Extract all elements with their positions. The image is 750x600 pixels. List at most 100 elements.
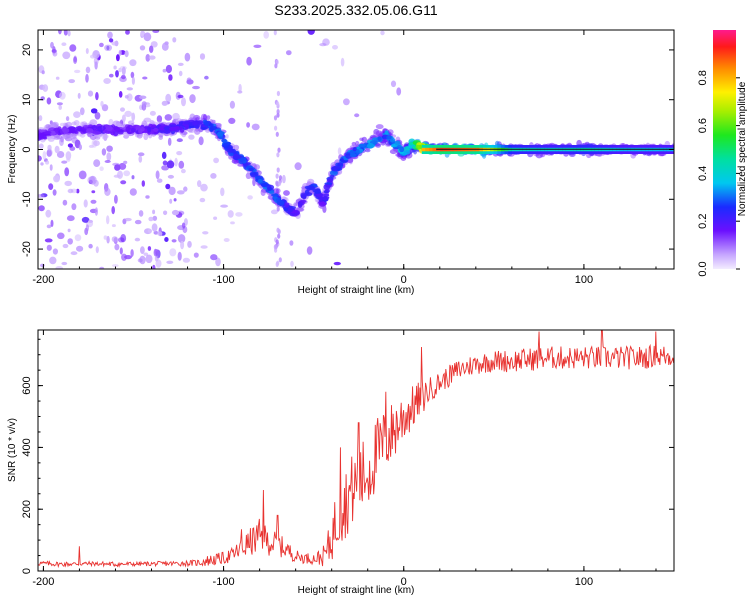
noise-blob [275,239,279,245]
noise-blob [375,124,384,130]
noise-blob [307,30,315,35]
ridge-blob [153,127,159,132]
noise-blob [286,50,292,56]
noise-blob [83,199,88,208]
noise-blob [277,147,281,153]
noise-blob [55,266,63,269]
noise-blob [213,157,220,164]
noise-blob [274,125,278,131]
noise-blob [227,210,234,218]
colorbar-label: Normalized spectral amplitude [737,81,748,216]
noise-blob [278,257,282,263]
noise-blob [90,54,96,59]
ridge-blob [209,123,214,127]
noise-blob [276,109,280,115]
noise-blob [163,210,168,216]
noise-blob [99,42,104,48]
noise-blob [184,52,191,62]
noise-blob [276,167,280,173]
noise-blob [276,227,280,233]
ridge-blob [92,130,101,135]
ridge-blob [366,143,375,149]
noise-blob [93,159,101,168]
noise-blob [106,215,110,225]
ridge-blob [169,126,178,131]
y-tick-label: 0 [21,568,33,574]
ridge-blob [113,126,121,132]
noise-blob [210,254,218,261]
noise-blob [81,216,90,223]
noise-blob [238,83,242,93]
noise-blob [181,168,186,174]
ridge-blob [215,128,222,132]
noise-blob [114,194,118,204]
snr-series-line [38,330,674,569]
ridge-blob [158,125,166,131]
noise-blob [340,57,345,67]
ridge-blob [91,125,97,129]
noise-blob [73,111,81,118]
noise-blob [129,59,137,67]
ridge-blob [318,196,323,202]
noise-blob [76,245,84,252]
tone-core [421,147,426,152]
noise-blob [101,104,109,112]
noise-blob [42,84,49,92]
noise-blob [67,228,71,233]
noise-blob [171,239,177,243]
ridge-blob [43,131,52,135]
ridge-blob [324,188,330,194]
noise-blob [277,233,281,239]
noise-blob [322,38,330,46]
noise-blob [153,230,159,235]
noise-blob [273,115,278,121]
ridge-blob [147,126,152,133]
noise-blob [65,116,70,122]
noise-blob [283,190,290,196]
noise-blob [166,260,174,264]
noise-blob [90,108,98,114]
ridge-halo [375,130,383,137]
noise-blob [193,252,199,258]
ridge-blob [222,139,228,143]
ridge-blob [42,136,48,140]
noise-blob [121,253,127,261]
noise-blob [199,197,206,203]
noise-blob [143,32,152,42]
noise-blob [182,257,190,263]
noise-blob [178,70,183,77]
noise-blob [354,113,360,118]
noise-blob [134,219,142,225]
noise-blob [59,91,66,100]
ridge-blob [267,186,272,191]
noise-blob [46,97,52,105]
noise-blob [189,94,196,104]
snr-xlabel: Height of straight line (km) [298,585,415,596]
ridge-halo [59,122,66,127]
x-tick-label: 100 [575,576,593,588]
ridge-blob [352,147,357,152]
ridge-blob [68,128,76,133]
noise-blob [228,117,236,124]
noise-blob [47,144,52,151]
ridge-blob [276,200,285,206]
noise-blob [273,244,277,250]
y-tick-label: 20 [21,44,33,56]
noise-blob [124,217,132,222]
noise-blob [74,69,81,74]
colorbar-tick-label: 0.0 [697,261,709,276]
noise-blob [213,216,218,220]
ridge-blob [248,167,254,172]
noise-blob [56,102,63,106]
noise-blob [67,188,74,194]
noise-blob [99,266,105,269]
noise-blob [183,186,188,192]
noise-blob [223,238,230,242]
noise-blob [64,167,70,177]
noise-blob [171,209,180,216]
noise-blob [172,37,177,43]
ridge-blob [140,127,145,132]
colorbar-tick-label: 0.2 [697,214,709,229]
noise-blob [93,140,100,147]
ridge-blob [203,120,209,126]
